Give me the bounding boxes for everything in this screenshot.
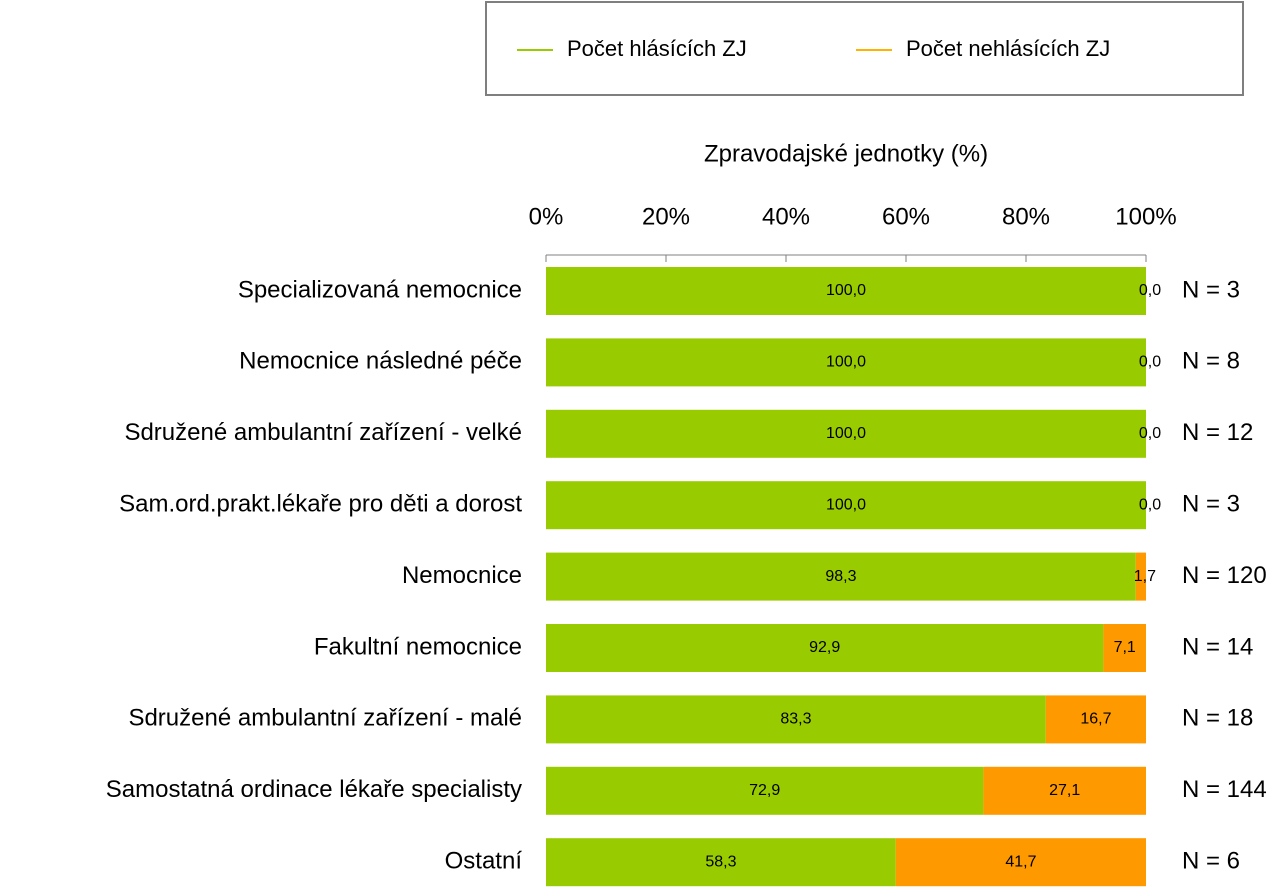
- x-tick-label: 100%: [1115, 203, 1176, 230]
- bar-segment: [546, 267, 1146, 315]
- x-tick-label: 0%: [529, 203, 564, 230]
- value-label: 83,3: [780, 711, 811, 728]
- n-annotation: N = 3: [1182, 491, 1240, 518]
- bar-segment: [546, 838, 896, 887]
- y-tick-label: Sam.ord.prakt.lékaře pro děti a dorost: [119, 491, 522, 518]
- legend-box: [485, 1, 1244, 96]
- value-label: 0,0: [1139, 425, 1161, 442]
- value-label: 100,0: [826, 496, 866, 513]
- value-label: 27,1: [1049, 782, 1080, 799]
- y-tick-label: Ostatní: [445, 848, 523, 875]
- value-label: 0,0: [1139, 354, 1161, 371]
- x-tick-label: 80%: [1002, 203, 1050, 230]
- y-tick-label: Samostatná ordinace lékaře specialisty: [106, 776, 522, 803]
- y-tick-label: Specializovaná nemocnice: [238, 276, 522, 303]
- bar-segment: [546, 766, 984, 815]
- value-label: 98,3: [825, 568, 856, 585]
- x-tick-label: 60%: [882, 203, 930, 230]
- bar-segment: [546, 695, 1046, 744]
- n-annotation: N = 12: [1182, 419, 1253, 446]
- y-tick-label: Sdružené ambulantní zařízení - velké: [124, 419, 522, 446]
- value-label: 1,7: [1134, 568, 1156, 585]
- value-label: 72,9: [749, 782, 780, 799]
- n-annotation: N = 8: [1182, 348, 1240, 375]
- bar-segment: [1045, 695, 1146, 744]
- n-annotation: N = 6: [1182, 848, 1240, 875]
- bar-segment: [1135, 552, 1146, 601]
- legend-label: Počet hlásících ZJ: [567, 36, 747, 61]
- bar-segment: [546, 481, 1146, 530]
- y-tick-label: Nemocnice: [402, 562, 522, 589]
- n-annotation: N = 14: [1182, 633, 1253, 660]
- x-tick-label: 20%: [642, 203, 690, 230]
- y-tick-label: Fakultní nemocnice: [314, 633, 522, 660]
- bar-segment: [1103, 624, 1146, 672]
- legend-label: Počet nehlásících ZJ: [906, 36, 1110, 61]
- value-label: 41,7: [1005, 853, 1036, 870]
- n-annotation: N = 120: [1182, 562, 1267, 589]
- n-annotation: N = 144: [1182, 776, 1267, 803]
- bar-segment: [895, 838, 1146, 887]
- x-axis-title: Zpravodajské jednotky (%): [704, 140, 988, 167]
- bar-segment: [546, 338, 1146, 387]
- value-label: 92,9: [809, 639, 840, 656]
- value-label: 7,1: [1114, 639, 1136, 656]
- bar-segment: [546, 409, 1146, 458]
- y-tick-label: Nemocnice následné péče: [239, 348, 522, 375]
- bar-segment: [546, 552, 1136, 601]
- value-label: 0,0: [1139, 496, 1161, 513]
- value-label: 0,0: [1139, 282, 1161, 299]
- n-annotation: N = 3: [1182, 276, 1240, 303]
- value-label: 100,0: [826, 282, 866, 299]
- value-label: 58,3: [705, 853, 736, 870]
- x-tick-label: 40%: [762, 203, 810, 230]
- bar-segment: [546, 624, 1104, 672]
- y-tick-label: Sdružené ambulantní zařízení - malé: [128, 705, 522, 732]
- bar-segment: [983, 766, 1146, 815]
- value-label: 100,0: [826, 354, 866, 371]
- value-label: 16,7: [1080, 711, 1111, 728]
- n-annotation: N = 18: [1182, 705, 1253, 732]
- value-label: 100,0: [826, 425, 866, 442]
